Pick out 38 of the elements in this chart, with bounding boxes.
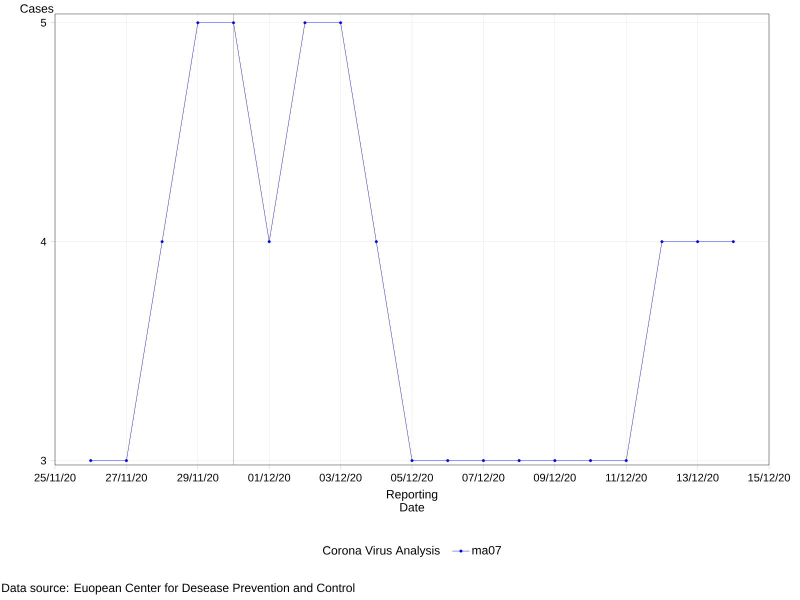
x-tick-label: 03/12/20 <box>320 473 362 482</box>
x-tick-label: 15/12/20 <box>748 473 790 482</box>
point <box>660 240 664 244</box>
point <box>303 21 306 24</box>
x-tick-label: 27/11/20 <box>106 473 147 482</box>
point <box>446 459 450 462</box>
point <box>160 240 164 244</box>
y-tick-label: 5 <box>40 18 46 27</box>
x-tick-label: 25/11/20 <box>34 473 76 482</box>
legend-label: ma07 <box>472 546 502 554</box>
x-tick-label: 11/12/20 <box>606 473 647 482</box>
point <box>732 240 735 244</box>
point <box>268 240 271 244</box>
y-axis-title: Cases <box>20 4 54 13</box>
point <box>89 459 92 462</box>
point <box>374 240 378 244</box>
point <box>553 459 556 462</box>
x-tick-label: 09/12/20 <box>534 473 576 482</box>
x-tick-label: 07/12/20 <box>462 473 504 482</box>
source-note: Data source: Euopean Center for Desease Prevention and Control <box>2 583 354 594</box>
x-axis-title: Reporting Date <box>386 490 438 512</box>
point <box>124 459 128 462</box>
x-tick-label: 01/12/20 <box>248 473 290 482</box>
point <box>232 21 236 24</box>
point <box>624 459 628 462</box>
point <box>482 459 485 462</box>
point <box>410 459 414 462</box>
x-tick-label: 13/12/20 <box>677 473 719 482</box>
y-tick-label: 3 <box>40 456 46 464</box>
x-tick-label: 29/11/20 <box>177 473 218 482</box>
point <box>696 240 700 244</box>
point <box>589 459 592 462</box>
point <box>518 459 521 462</box>
point <box>196 21 200 24</box>
x-tick-label: 05/12/20 <box>391 473 433 482</box>
y-tick-label: 4 <box>40 238 46 246</box>
point <box>339 21 342 24</box>
legend-title: Corona Virus Analysis <box>322 546 440 558</box>
